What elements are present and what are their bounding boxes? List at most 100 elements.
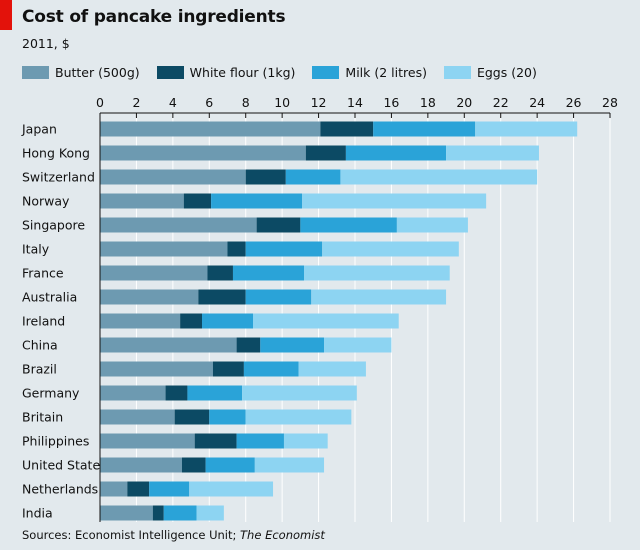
bar-segment <box>207 265 233 281</box>
bar-segment <box>227 241 246 257</box>
legend-item-1: White flour (1kg) <box>156 64 296 80</box>
bar-segment <box>194 433 237 449</box>
bar-segment <box>232 265 304 281</box>
bar-segment <box>205 457 255 473</box>
bar-segment <box>236 337 261 353</box>
tick-label: 16 <box>383 95 399 110</box>
legend-item-0: Butter (500g) <box>22 65 140 80</box>
bar-segment <box>340 169 538 185</box>
legend-swatch <box>443 65 471 79</box>
bar-segment <box>242 385 357 401</box>
bar-segment <box>180 313 202 329</box>
tick-label: 18 <box>420 95 436 110</box>
bar-segment <box>165 385 188 401</box>
bar-segment <box>189 481 274 497</box>
category-label: Ireland <box>22 314 65 329</box>
legend-swatch <box>22 65 49 79</box>
bar-segment <box>345 145 447 161</box>
legend: Butter (500g) White flour (1kg) Milk (2 li… <box>22 63 554 81</box>
tick-label: 2 <box>132 95 140 110</box>
bar-segment <box>100 505 153 521</box>
bar-segment <box>245 409 352 425</box>
bar-segment <box>100 121 321 137</box>
bar-segment <box>100 145 306 161</box>
bar-segment <box>304 265 450 281</box>
chart-subtitle: 2011, $ <box>22 36 70 51</box>
bar-segment <box>187 385 243 401</box>
bar-segment <box>127 481 150 497</box>
source-prefix: Sources: Economist Intelligence Unit; <box>22 528 241 542</box>
category-label: India <box>22 506 53 521</box>
bar-segment <box>100 457 182 473</box>
bar-segment <box>196 505 224 521</box>
bar-segment <box>300 217 397 233</box>
category-label: Germany <box>22 386 80 401</box>
chart-title: Cost of pancake ingredients <box>22 7 286 27</box>
category-label: Switzerland <box>22 170 95 185</box>
bar-segment <box>236 433 284 449</box>
bar-segment <box>100 289 199 305</box>
legend-label: White flour (1kg) <box>189 64 296 80</box>
bar-segment <box>100 433 195 449</box>
bar-segment <box>285 169 341 185</box>
legend-label: Butter (500g) <box>55 64 140 80</box>
tick-label: 22 <box>493 95 509 110</box>
brand-tab <box>0 0 12 30</box>
legend-swatch <box>156 65 184 79</box>
bar-segment <box>446 145 539 161</box>
bar-segment <box>298 361 366 377</box>
bar-segment <box>100 265 208 281</box>
bar-segment <box>322 241 459 257</box>
bar-segment <box>100 169 246 185</box>
tick-label: 4 <box>169 95 177 110</box>
bar-segment <box>254 457 325 473</box>
category-label: Philippines <box>22 434 89 449</box>
legend-label: Eggs (20) <box>476 64 537 80</box>
bar-segment <box>163 505 197 521</box>
bar-segment <box>174 409 210 425</box>
legend-item-3: Eggs (20) <box>443 64 537 80</box>
bar-segment <box>283 433 328 449</box>
source-note: Sources: Economist Intelligence Unit; Th… <box>22 528 325 542</box>
bar-segment <box>100 313 181 329</box>
bar-segment <box>256 217 301 233</box>
legend-swatch <box>312 65 340 79</box>
category-label: Japan <box>21 122 57 137</box>
category-label: Australia <box>22 290 77 305</box>
bar-segment <box>245 289 312 305</box>
bar-segment <box>149 481 190 497</box>
bar-segment <box>243 361 299 377</box>
bar-segment <box>302 193 487 209</box>
tick-label: 14 <box>347 95 363 110</box>
bar-segment <box>100 193 184 209</box>
category-label: Netherlands <box>22 482 98 497</box>
bar-segment <box>320 121 374 137</box>
bar-segment <box>253 313 399 329</box>
bar-segment <box>100 241 228 257</box>
bar-segment <box>373 121 476 137</box>
bar-segment <box>100 385 166 401</box>
source-italic: The Economist <box>240 528 325 542</box>
bar-segment <box>475 121 578 137</box>
category-label: Britain <box>22 410 63 425</box>
tick-label: 28 <box>602 95 618 110</box>
bar-segment <box>209 409 246 425</box>
tick-label: 0 <box>96 95 104 110</box>
category-label: United States <box>22 458 107 473</box>
category-label: Italy <box>22 242 50 257</box>
bar-segment <box>311 289 447 305</box>
bar-segment <box>212 361 244 377</box>
bar-segment <box>100 337 237 353</box>
bar-segment <box>183 193 212 209</box>
category-label: Norway <box>22 194 70 209</box>
bar-segment <box>324 337 392 353</box>
tick-label: 6 <box>205 95 213 110</box>
bar-segment <box>396 217 468 233</box>
bar-segment <box>211 193 303 209</box>
tick-label: 24 <box>529 95 545 110</box>
bar-segment <box>202 313 253 329</box>
bar-segment <box>181 457 206 473</box>
bar-segment <box>305 145 346 161</box>
bar-segment <box>260 337 325 353</box>
legend-item-2: Milk (2 litres) <box>312 65 427 80</box>
